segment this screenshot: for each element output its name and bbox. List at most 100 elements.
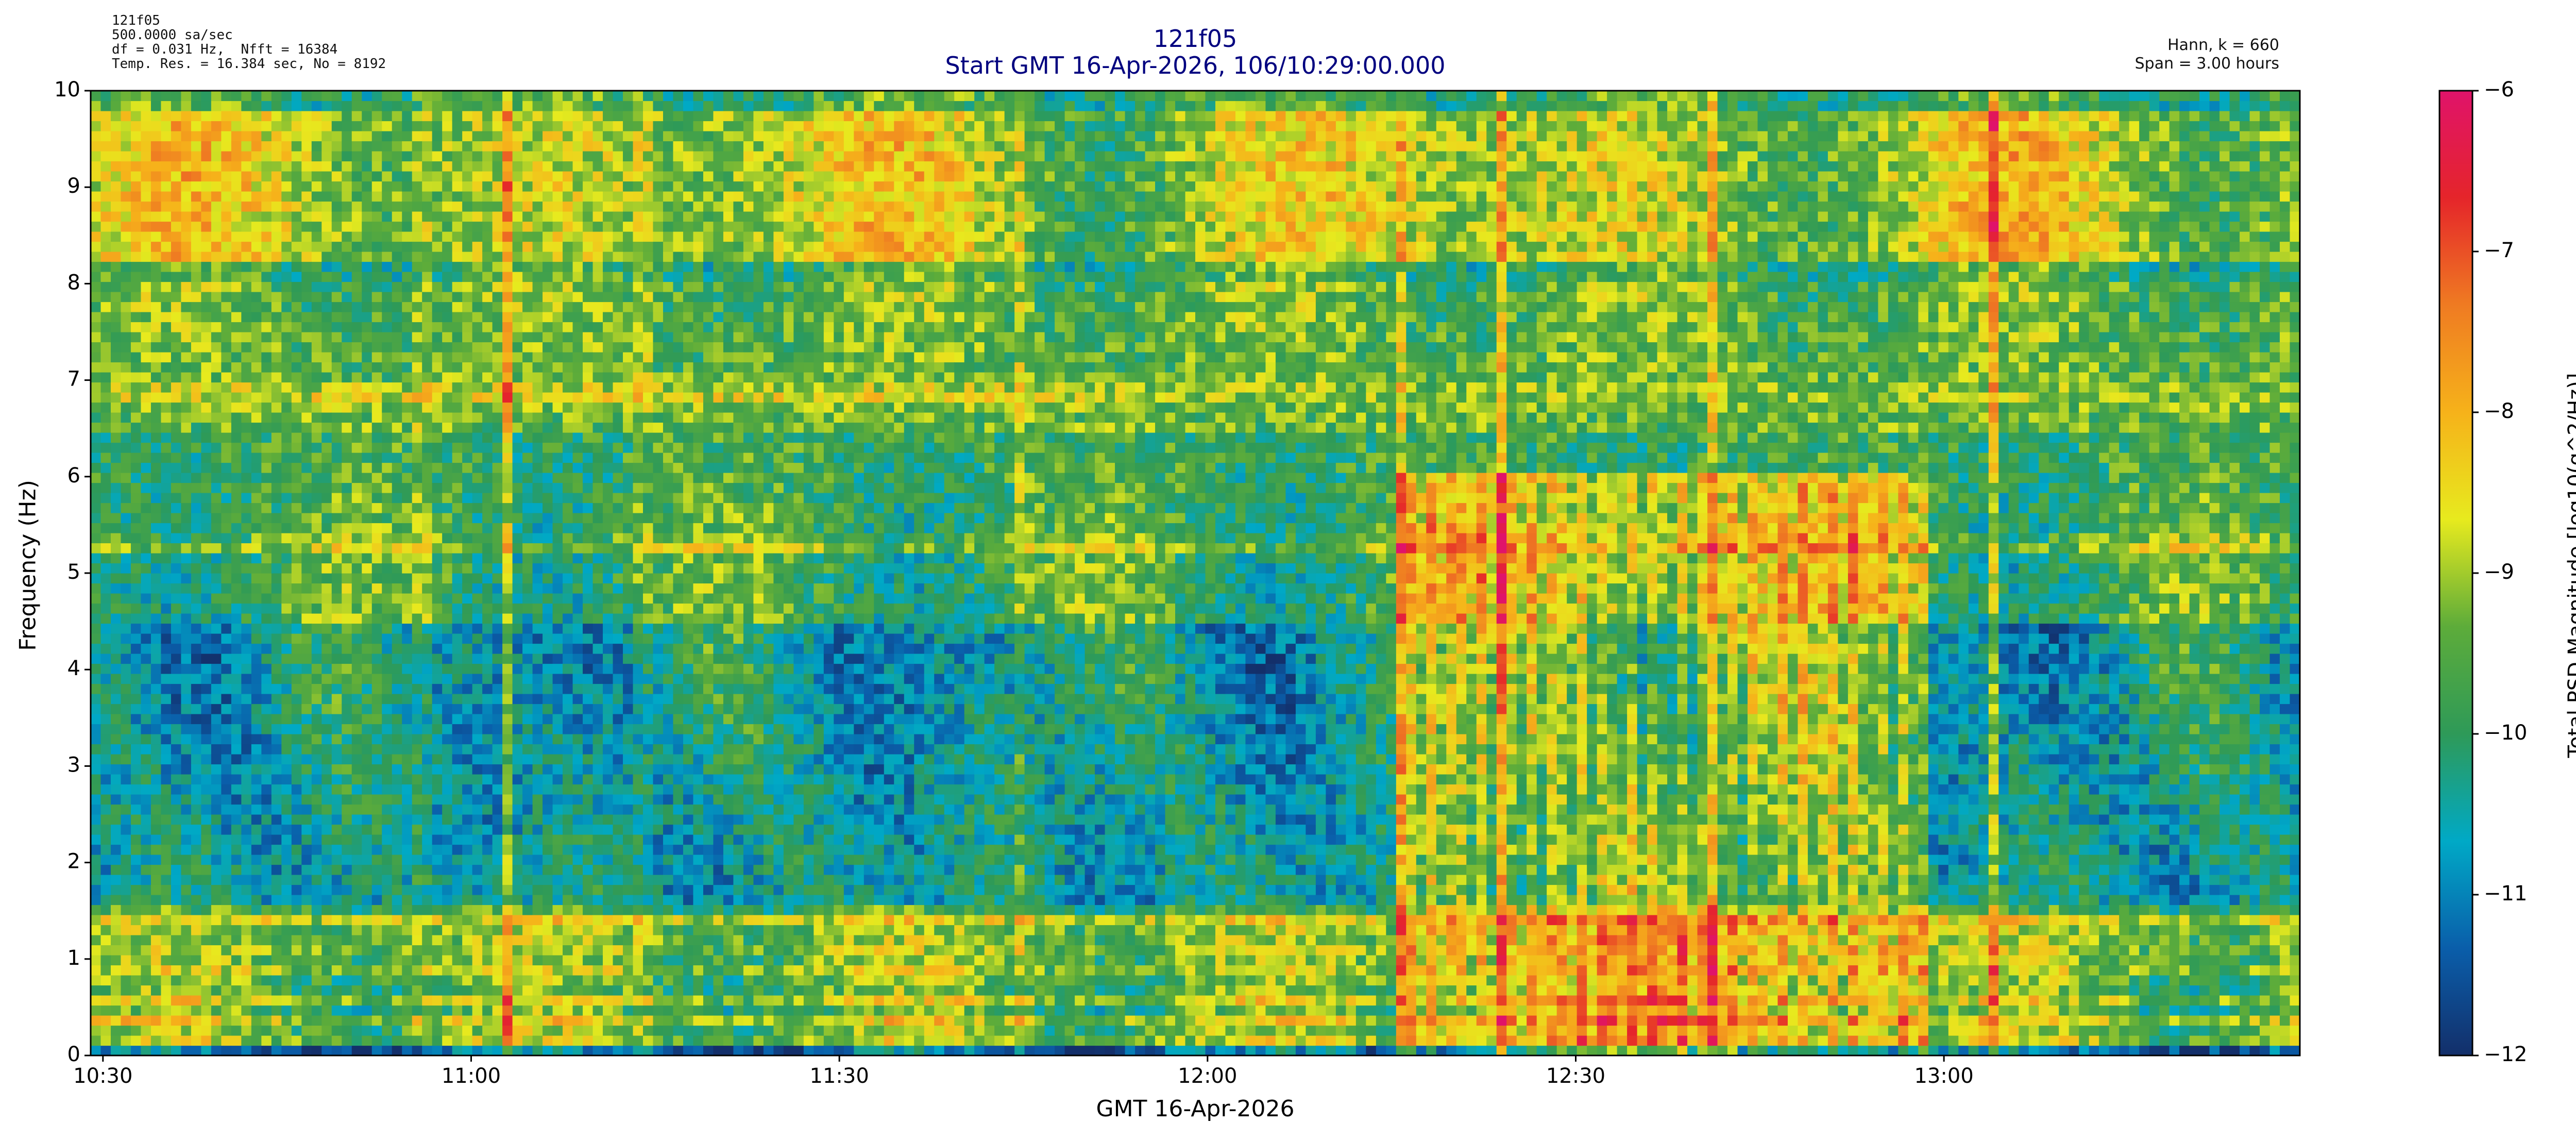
heatmap-cell xyxy=(231,493,242,503)
heatmap-cell xyxy=(272,865,282,875)
heatmap-cell xyxy=(553,603,563,614)
heatmap-cell xyxy=(493,342,503,353)
heatmap-cell xyxy=(151,362,161,373)
heatmap-cell xyxy=(412,332,422,342)
heatmap-cell xyxy=(522,513,533,523)
heatmap-cell xyxy=(362,282,372,292)
heatmap-cell xyxy=(111,242,121,252)
heatmap-cell xyxy=(261,563,272,574)
heatmap-cell xyxy=(553,252,563,262)
heatmap-cell xyxy=(121,352,131,362)
heatmap-cell xyxy=(563,372,573,382)
heatmap-cell xyxy=(533,935,543,945)
heatmap-cell xyxy=(593,101,603,111)
heatmap-cell xyxy=(603,724,613,734)
heatmap-cell xyxy=(191,503,201,513)
heatmap-cell xyxy=(161,432,171,443)
heatmap-cell xyxy=(121,362,131,373)
heatmap-cell xyxy=(241,1046,251,1056)
heatmap-cell xyxy=(553,302,563,312)
heatmap-cell xyxy=(221,955,231,965)
heatmap-cell xyxy=(100,262,111,272)
heatmap-cell xyxy=(201,774,211,784)
heatmap-cell xyxy=(522,252,533,262)
heatmap-cell xyxy=(593,292,603,302)
heatmap-cell xyxy=(292,513,302,523)
heatmap-cell xyxy=(181,1035,191,1046)
heatmap-cell xyxy=(502,633,513,644)
heatmap-cell xyxy=(211,252,222,262)
heatmap-cell xyxy=(513,684,523,694)
heatmap-cell xyxy=(261,935,272,945)
heatmap-cell xyxy=(292,915,302,925)
heatmap-cell xyxy=(573,231,583,242)
heatmap-cell xyxy=(292,322,302,332)
heatmap-cell xyxy=(402,593,412,603)
heatmap-cell xyxy=(171,101,181,111)
heatmap-cell xyxy=(422,403,432,413)
heatmap-cell xyxy=(402,503,412,513)
heatmap-cell xyxy=(171,854,181,865)
heatmap-cell xyxy=(100,543,111,554)
heatmap-cell xyxy=(151,965,161,976)
heatmap-cell xyxy=(151,483,161,493)
heatmap-cell xyxy=(111,905,121,915)
heatmap-cell xyxy=(211,633,222,644)
heatmap-cell xyxy=(100,533,111,543)
heatmap-cell xyxy=(533,312,543,322)
heatmap-cell xyxy=(332,724,342,734)
heatmap-cell xyxy=(432,865,443,875)
heatmap-cell xyxy=(171,674,181,684)
heatmap-cell xyxy=(151,955,161,965)
heatmap-cell xyxy=(221,272,231,282)
heatmap-cell xyxy=(221,432,231,443)
heatmap-cell xyxy=(231,694,242,704)
heatmap-cell xyxy=(522,483,533,493)
heatmap-cell xyxy=(422,1046,432,1056)
heatmap-cell xyxy=(191,161,201,172)
heatmap-cell xyxy=(362,101,372,111)
heatmap-cell xyxy=(412,704,422,714)
heatmap-cell xyxy=(221,684,231,694)
heatmap-cell xyxy=(422,714,432,724)
heatmap-cell xyxy=(533,865,543,875)
heatmap-cell xyxy=(482,935,493,945)
heatmap-cell xyxy=(121,794,131,804)
heatmap-cell xyxy=(312,151,322,161)
heatmap-cell xyxy=(241,452,251,463)
heatmap-cell xyxy=(422,804,432,815)
heatmap-cell xyxy=(261,222,272,232)
heatmap-cell xyxy=(261,463,272,473)
heatmap-cell xyxy=(513,211,523,222)
heatmap-cell xyxy=(402,403,412,413)
heatmap-cell xyxy=(121,503,131,513)
heatmap-cell xyxy=(543,553,553,563)
heatmap-cell xyxy=(593,875,603,885)
heatmap-cell xyxy=(452,493,463,503)
heatmap-cell xyxy=(422,262,432,272)
heatmap-cell xyxy=(543,905,553,915)
heatmap-cell xyxy=(392,463,402,473)
heatmap-cell xyxy=(452,583,463,594)
heatmap-cell xyxy=(442,91,452,101)
heatmap-cell xyxy=(241,523,251,533)
heatmap-cell xyxy=(181,895,191,905)
heatmap-cell xyxy=(533,794,543,804)
heatmap-cell xyxy=(131,794,141,804)
heatmap-cell xyxy=(251,231,262,242)
heatmap-cell xyxy=(261,242,272,252)
heatmap-cell xyxy=(251,463,262,473)
heatmap-cell xyxy=(312,111,322,121)
heatmap-cell xyxy=(593,804,603,815)
heatmap-cell xyxy=(181,352,191,362)
heatmap-cell xyxy=(121,784,131,795)
heatmap-cell xyxy=(593,885,603,895)
heatmap-cell xyxy=(321,583,332,594)
heatmap-cell xyxy=(362,834,372,845)
heatmap-cell xyxy=(111,141,121,152)
heatmap-cell xyxy=(432,664,443,674)
heatmap-cell xyxy=(462,945,472,955)
heatmap-cell xyxy=(292,613,302,624)
heatmap-cell xyxy=(221,503,231,513)
heatmap-cell xyxy=(412,865,422,875)
